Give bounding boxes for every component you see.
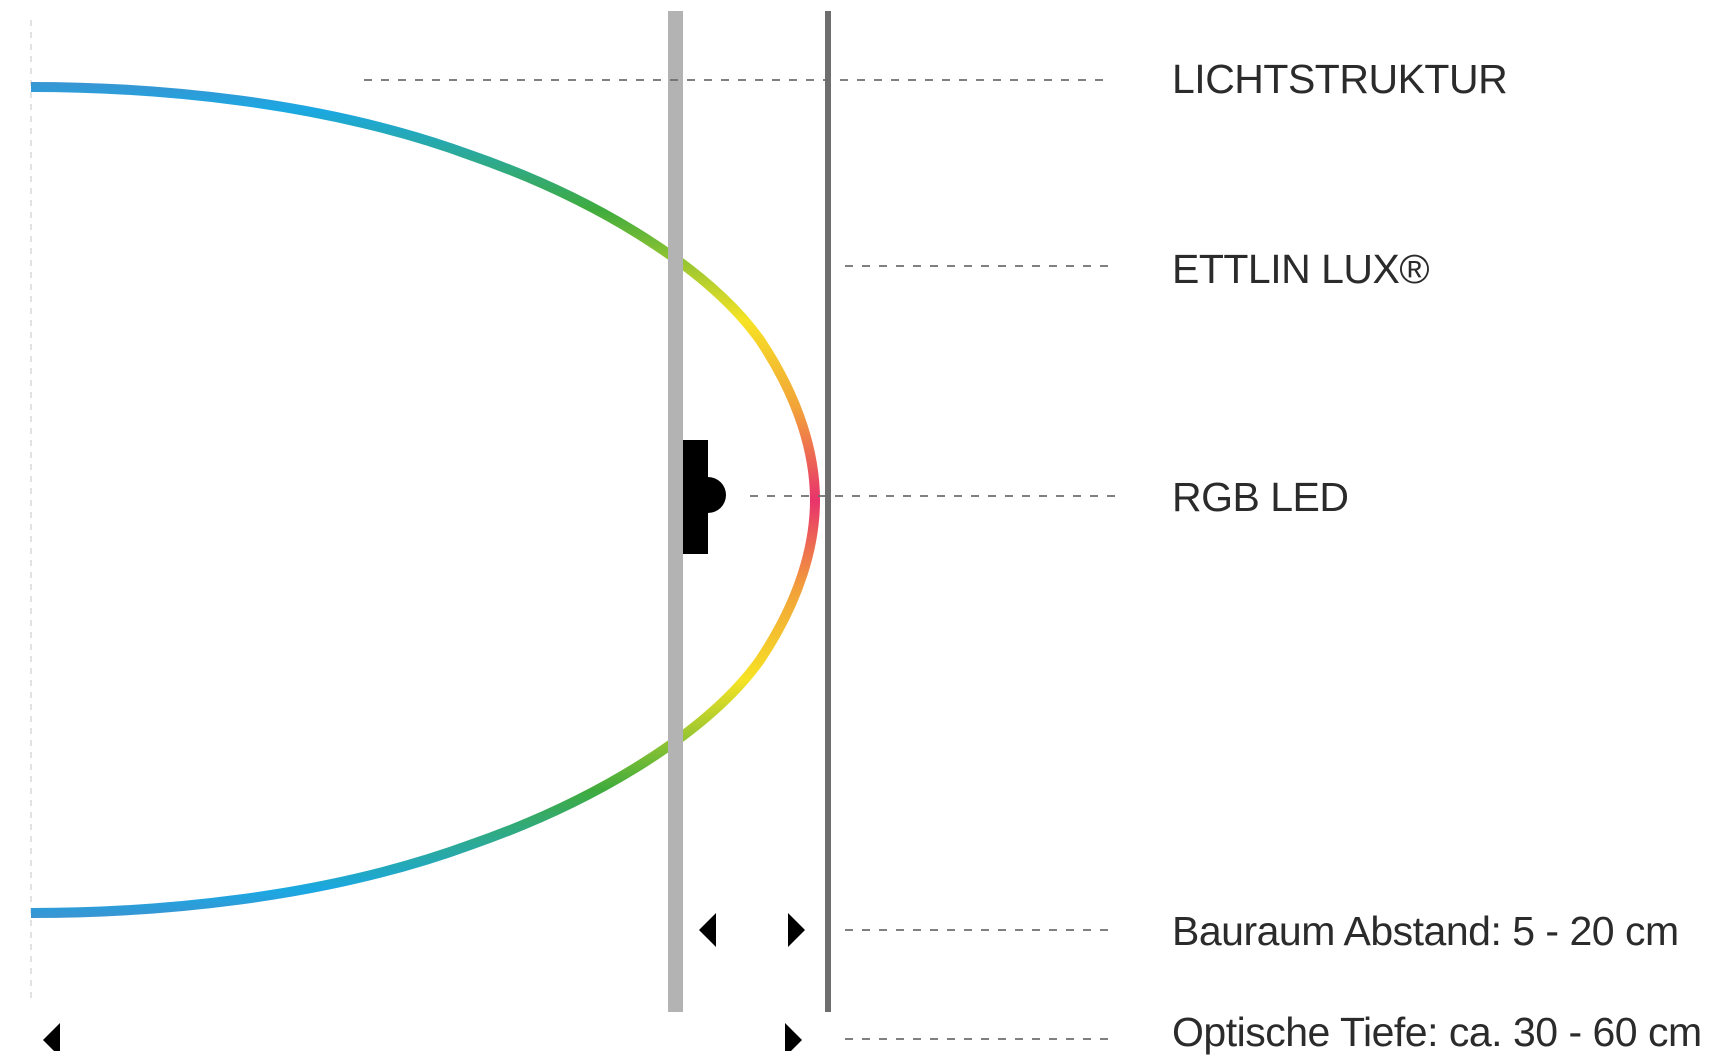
label-optische-tiefe: Optische Tiefe: ca. 30 - 60 cm: [1172, 1009, 1702, 1055]
rgb-led: [683, 440, 726, 554]
rainbow-curve-lower: [30, 499, 820, 918]
tiefe-left-arrow: [43, 1023, 60, 1051]
tiefe-right-arrow: [785, 1023, 802, 1051]
rainbow-curve-upper: [30, 82, 820, 501]
label-lichtstruktur: LICHTSTRUKTUR: [1172, 56, 1508, 102]
label-ettlin-lux: ETTLIN LUX®: [1172, 246, 1430, 292]
rainbow-light-curve: [30, 82, 820, 918]
label-rgb-led: RGB LED: [1172, 474, 1349, 520]
lichtstruktur-bar: [668, 11, 683, 1012]
led-housing: [683, 440, 708, 554]
bauraum-left-arrow: [699, 913, 716, 947]
ettlin-lux-line: [825, 11, 831, 1012]
label-bauraum-abstand: Bauraum Abstand: 5 - 20 cm: [1172, 908, 1679, 954]
bauraum-right-arrow: [788, 913, 805, 947]
led-dome: [708, 477, 726, 513]
dimension-arrows: [43, 913, 805, 1051]
leader-lines: [364, 79, 1115, 1040]
